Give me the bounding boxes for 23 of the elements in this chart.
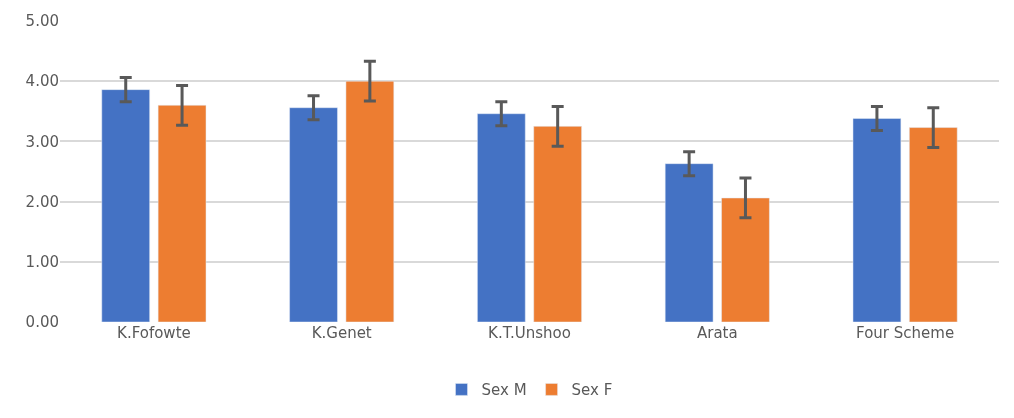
- y-tick-label: 0.00: [25, 313, 59, 332]
- legend-label: Sex M: [481, 381, 527, 400]
- bar: [289, 107, 338, 322]
- bar: [101, 89, 150, 322]
- y-tick-label: 5.00: [25, 12, 59, 31]
- bar: [909, 127, 958, 322]
- bar: [157, 105, 207, 322]
- bar: [852, 118, 902, 322]
- legend-label: Sex F: [571, 381, 613, 400]
- x-tick-label: Four Scheme: [856, 324, 955, 342]
- y-tick-label: 2.00: [25, 192, 59, 211]
- bar: [345, 80, 395, 322]
- bar: [533, 126, 582, 322]
- x-tick-label: K.Fofowte: [117, 324, 191, 342]
- y-tick-label: 3.00: [25, 132, 59, 151]
- y-tick-label: 1.00: [25, 253, 59, 272]
- bar: [664, 163, 714, 322]
- bar: [477, 113, 526, 322]
- x-tick-label: K.T.Unshoo: [488, 324, 571, 342]
- x-tick-label: K.Genet: [311, 324, 372, 342]
- y-tick-label: 4.00: [25, 72, 59, 91]
- x-tick-label: Arata: [696, 324, 738, 342]
- bar: [721, 197, 770, 322]
